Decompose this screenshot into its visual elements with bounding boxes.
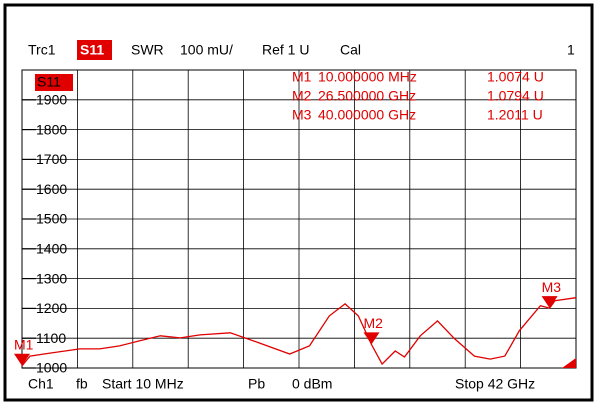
footer-item: Ch1 — [28, 376, 54, 392]
y-tick-label: 1700 — [36, 151, 67, 167]
marker-tag: M2 — [363, 315, 383, 331]
marker-freq: 40.000000 GHz — [318, 107, 416, 123]
marker-value: 1.2011 U — [487, 107, 543, 123]
y-tick-label: 1600 — [36, 181, 67, 197]
footer-item: fb — [76, 376, 88, 392]
active-trace-box — [77, 40, 112, 60]
marker-name: M1 — [292, 69, 312, 85]
y-tick-label: 1800 — [36, 121, 67, 137]
overflow-indicator — [562, 358, 576, 368]
y-tick-label: 1400 — [36, 241, 67, 257]
trace-label-box — [35, 74, 73, 91]
header-item: Cal — [340, 42, 361, 58]
marker-name: M3 — [292, 107, 312, 123]
marker-triangle — [541, 296, 558, 309]
marker-triangle — [14, 353, 30, 366]
marker-freq: 26.500000 GHz — [318, 88, 416, 104]
marker-tag: M3 — [542, 279, 562, 295]
trace-label: S11 — [37, 74, 61, 90]
y-tick-label: 1300 — [36, 270, 67, 286]
header-item: Trc1 — [28, 42, 56, 58]
footer-item: Stop 42 GHz — [455, 376, 535, 392]
header-item: Ref 1 U — [262, 42, 309, 58]
marker-tag: M1 — [14, 336, 34, 352]
header-item: SWR — [131, 42, 164, 58]
header-item: 100 mU/ — [180, 42, 233, 58]
y-tick-label: 1100 — [36, 330, 66, 346]
frame — [3, 3, 594, 402]
marker-name: M2 — [292, 88, 312, 104]
header-item: S11 — [80, 42, 104, 58]
trace — [21, 297, 577, 367]
header-item: 1 — [567, 42, 575, 58]
marker-triangle — [363, 332, 380, 345]
footer-item: Start 10 MHz — [102, 376, 184, 392]
marker-freq: 10.000000 MHz — [318, 69, 417, 85]
y-tick-label: 1900 — [36, 92, 67, 108]
marker-value: 1.0074 U — [487, 69, 544, 85]
footer-item: 0 dBm — [292, 376, 332, 392]
footer-item: Pb — [248, 376, 265, 392]
marker-value: 1.0794 U — [487, 88, 544, 104]
y-tick-label: 1500 — [36, 211, 67, 227]
y-tick-label: 1000 — [36, 360, 67, 376]
y-tick-label: 1200 — [36, 300, 67, 316]
